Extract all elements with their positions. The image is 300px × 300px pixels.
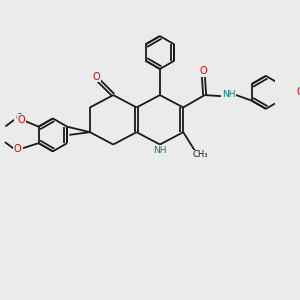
- Text: O: O: [17, 115, 25, 125]
- Text: NH: NH: [153, 146, 167, 155]
- Text: O: O: [14, 144, 22, 154]
- Text: CH₃: CH₃: [193, 150, 208, 159]
- Text: O: O: [296, 87, 300, 97]
- Text: O: O: [200, 66, 207, 76]
- Text: NH: NH: [222, 90, 236, 99]
- Text: O: O: [14, 145, 22, 155]
- Text: O: O: [93, 72, 100, 82]
- Text: O: O: [15, 113, 22, 123]
